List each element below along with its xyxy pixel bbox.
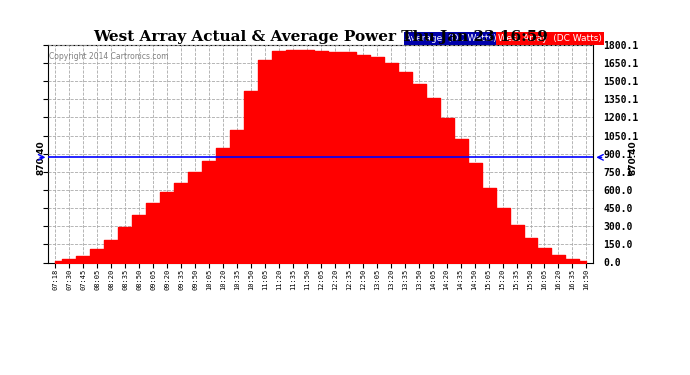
Text: 870.40: 870.40 <box>37 140 46 175</box>
Text: Average  (DC Watts): Average (DC Watts) <box>405 34 497 43</box>
Title: West Array Actual & Average Power Thu Jan 23 16:59: West Array Actual & Average Power Thu Ja… <box>93 30 549 44</box>
Text: Copyright 2014 Cartronics.com: Copyright 2014 Cartronics.com <box>49 51 168 60</box>
Text: West Array  (DC Watts): West Array (DC Watts) <box>498 34 602 43</box>
Text: 870.40: 870.40 <box>628 140 637 175</box>
